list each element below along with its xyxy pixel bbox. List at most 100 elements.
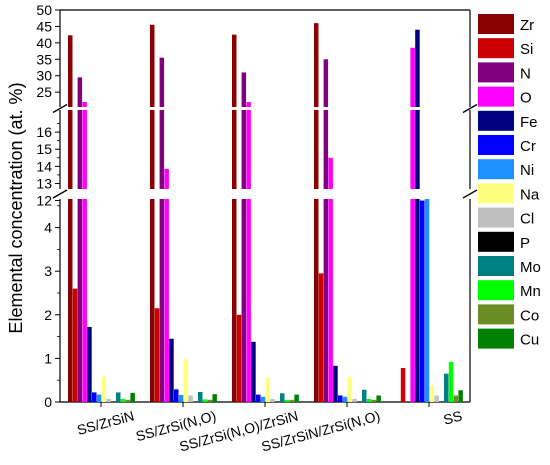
y-tick-label: 2	[44, 307, 52, 323]
y-tick-label: 30	[36, 68, 52, 84]
bar-cl	[270, 398, 275, 402]
bar-mo	[280, 393, 285, 402]
axis-break-mark	[52, 189, 68, 199]
legend-swatch-zr	[478, 14, 514, 34]
bar-fe	[87, 327, 92, 402]
bar-zr	[68, 35, 73, 403]
legend-label-fe: Fe	[520, 114, 538, 131]
bar-cu	[458, 390, 463, 402]
legend-label-n: N	[520, 65, 531, 82]
bar-fe	[169, 338, 174, 402]
bar-mn	[284, 399, 290, 402]
legend-swatch-cl	[478, 207, 514, 228]
y-tick-label: 50	[36, 2, 52, 18]
bar-na	[265, 377, 271, 402]
legend-label-si: Si	[520, 41, 533, 58]
legend-swatch-ni	[478, 159, 514, 180]
bar-co	[371, 399, 377, 402]
legend-swatch-p	[478, 231, 514, 252]
bar-cr	[174, 389, 179, 402]
bar-si	[400, 367, 406, 402]
bar-fe	[333, 365, 338, 402]
bar-si	[318, 273, 324, 402]
y-axis-label: Elemental concentration (at. %)	[6, 82, 26, 333]
bar-o	[410, 47, 415, 403]
axis-break-gap	[56, 107, 474, 110]
legend-label-p: P	[520, 235, 530, 252]
y-tick-label: 25	[36, 84, 52, 100]
bar-cr	[256, 394, 261, 402]
bar-co	[125, 399, 131, 402]
bar-cr	[338, 395, 343, 402]
x-tick-label: SS/ZrSiN	[75, 407, 135, 438]
y-tick-label: 16	[36, 124, 52, 140]
bar-si	[236, 314, 242, 402]
bar-na	[429, 385, 435, 402]
bar-ni	[342, 396, 348, 402]
bar-o	[246, 102, 251, 402]
x-tick-label: SS	[442, 407, 464, 427]
bar-cl	[434, 395, 439, 402]
legend-swatch-cu	[478, 328, 514, 349]
bar-ni	[178, 395, 184, 402]
legend-swatch-mo	[478, 256, 514, 276]
bar-na	[101, 376, 107, 402]
legend-swatch-na	[478, 183, 514, 204]
bar-ni	[96, 394, 102, 402]
legend-label-cr: Cr	[520, 138, 536, 155]
legend-label-cu: Cu	[520, 332, 539, 349]
x-tick-labels: SS/ZrSiNSS/ZrSi(N,O)SS/ZrSi(N,O)/ZrSiNSS…	[75, 407, 463, 454]
bar-mo	[444, 373, 449, 402]
legend-label-ni: Ni	[520, 162, 534, 179]
bar-ni	[424, 192, 430, 402]
bar-mn	[366, 398, 372, 402]
bar-fe	[415, 29, 420, 402]
bar-si	[154, 308, 160, 402]
y-tick-label: 3	[44, 263, 52, 279]
bar-cl	[352, 398, 357, 402]
y-tick-label: 12	[36, 193, 52, 209]
legend-label-mn: Mn	[520, 283, 541, 300]
bar-co	[289, 399, 295, 402]
bar-mn	[448, 361, 454, 402]
y-tick-label: 45	[36, 18, 52, 34]
y-tick-label: 13	[36, 175, 52, 191]
legend-swatch-o	[478, 86, 514, 107]
bar-mn	[120, 398, 126, 402]
y-tick-label: 35	[36, 51, 52, 67]
bar-co	[207, 399, 213, 402]
axis-break-mark	[462, 103, 478, 114]
bar-n	[323, 59, 329, 403]
y-tick-label: 1	[44, 350, 52, 366]
axis-break-mark	[52, 103, 68, 114]
legend-swatch-cr	[478, 135, 514, 155]
bar-n	[77, 77, 83, 402]
bar-mo	[198, 391, 203, 402]
bar-cr	[420, 200, 425, 402]
legend-label-o: O	[520, 90, 532, 107]
legend-label-cl: Cl	[520, 211, 534, 228]
bar-mo	[362, 389, 367, 402]
y-tick-label: 4	[44, 220, 52, 236]
bar-zr	[232, 34, 237, 403]
bar-cu	[130, 392, 135, 402]
legend-label-mo: Mo	[520, 259, 541, 276]
bar-na	[347, 376, 353, 402]
y-tick-label: 14	[36, 158, 52, 174]
bar-n	[159, 57, 165, 403]
legend: Zr Si NO Fe Cr Ni Na Cl P Mo Mn Co Cu	[478, 14, 541, 349]
bar-cl	[106, 398, 111, 402]
bar-o	[328, 157, 333, 402]
legend-label-co: Co	[520, 307, 539, 324]
legend-swatch-co	[478, 304, 514, 325]
bar-cu	[376, 395, 381, 402]
bar-cu	[294, 394, 299, 402]
axis-break-gap	[56, 189, 474, 199]
y-tick-label: 15	[36, 141, 52, 157]
bar-cr	[92, 392, 97, 402]
legend-swatch-si	[478, 38, 514, 59]
bar-o	[164, 168, 169, 402]
bar-n	[241, 72, 247, 402]
legend-swatch-n	[478, 62, 514, 83]
